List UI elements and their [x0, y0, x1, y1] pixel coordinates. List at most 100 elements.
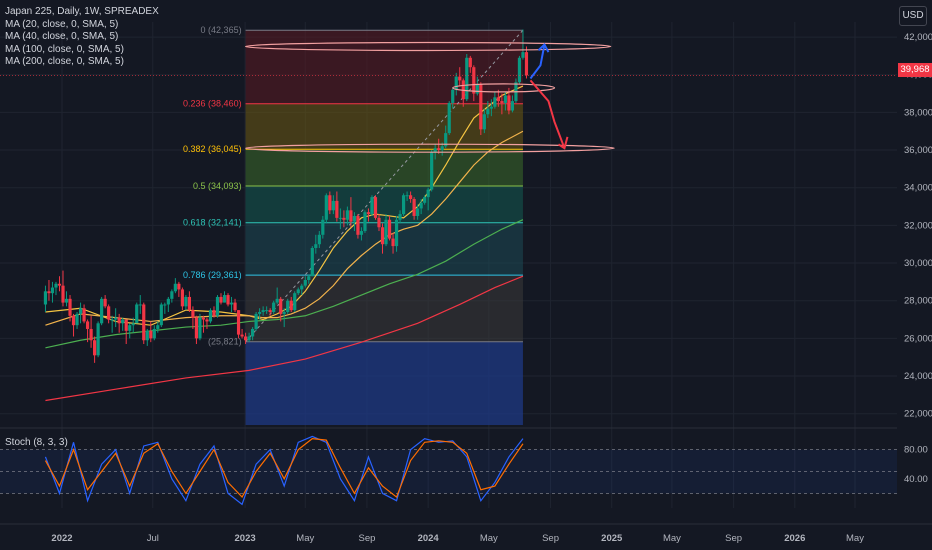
candle-body — [321, 219, 325, 235]
y-axis-label: 28,000 — [904, 296, 932, 307]
x-axis-label: May — [846, 533, 864, 544]
candle-body — [380, 227, 385, 245]
candle-body — [96, 323, 100, 356]
candle-body — [166, 298, 170, 305]
candle-body — [71, 315, 76, 326]
candle-body — [303, 279, 307, 286]
candle-body — [54, 283, 58, 288]
candle-body — [254, 313, 258, 329]
ma20-legend[interactable]: MA (20, close, 0, SMA, 5) — [5, 18, 119, 30]
candle-body — [510, 101, 515, 111]
ma200-legend[interactable]: MA (200, close, 0, SMA, 5) — [5, 56, 124, 68]
candle-body — [482, 114, 486, 130]
candle-body — [82, 308, 86, 322]
candle-body — [275, 298, 279, 303]
candle-body — [57, 283, 62, 286]
stoch-band — [0, 449, 897, 494]
candle-body — [251, 328, 255, 337]
candle-body — [366, 212, 371, 215]
y-axis-label: 36,000 — [904, 145, 932, 156]
candle-body — [503, 95, 507, 103]
candle-body — [229, 302, 234, 305]
arrow-down-head — [557, 136, 569, 150]
candle-body — [331, 200, 335, 211]
candle-body — [465, 57, 469, 100]
candle-body — [180, 289, 184, 307]
candle-body — [412, 199, 416, 216]
candle-body — [493, 97, 497, 107]
fib-level-label: 0.786 (29,361) — [183, 270, 242, 280]
y-axis-label: 32,000 — [904, 220, 932, 231]
candle-body — [152, 328, 156, 339]
x-axis-label: Sep — [725, 533, 742, 544]
candle-body — [517, 57, 522, 83]
chart-legend: Japan 225, Daily, 1W, SPREADEX MA (20, c… — [5, 6, 159, 69]
candle-body — [233, 302, 237, 311]
candle-body — [391, 238, 395, 247]
candle-body — [437, 148, 441, 151]
y-axis-label: 24,000 — [904, 371, 932, 382]
candle-body — [387, 219, 392, 239]
x-axis-label: 2025 — [601, 533, 623, 544]
candle-body — [324, 195, 328, 220]
candle-body — [78, 308, 83, 314]
x-axis-label: 2022 — [51, 533, 72, 544]
candle-body — [496, 97, 500, 102]
stoch-legend[interactable]: Stoch (8, 3, 3) — [5, 437, 68, 448]
candle-body — [110, 319, 114, 321]
candle-body — [208, 310, 213, 322]
stoch-axis-label: 80.00 — [904, 445, 928, 456]
candle-body — [124, 319, 128, 331]
candle-body — [444, 133, 448, 147]
x-axis-label: May — [296, 533, 314, 544]
fib-band — [245, 103, 523, 150]
arrow-up — [529, 44, 546, 80]
ma40-legend[interactable]: MA (40, close, 0, SMA, 5) — [5, 31, 119, 43]
candle-body — [335, 200, 339, 218]
fib-level-label: 0.618 (32,141) — [183, 218, 242, 228]
candle-body — [328, 195, 332, 211]
candle-body — [61, 285, 65, 303]
candle-body — [261, 310, 265, 313]
candle-body — [416, 208, 420, 216]
fib-level-label: 0 (42,365) — [201, 25, 242, 35]
symbol-title[interactable]: Japan 225, Daily, 1W, SPREADEX — [5, 6, 159, 17]
candle-body — [359, 231, 364, 235]
candle-body — [173, 283, 177, 292]
candle-body — [114, 317, 118, 320]
candle-body — [226, 295, 230, 305]
candle-body — [205, 319, 209, 322]
fib-band — [245, 222, 523, 276]
candle-body — [352, 215, 357, 222]
x-axis-label: Sep — [359, 533, 376, 544]
candle-body — [440, 146, 444, 151]
candle-body — [142, 304, 146, 341]
candle-body — [170, 291, 174, 299]
candle-body — [85, 321, 90, 329]
arrow-up-head — [537, 42, 550, 53]
candle-body — [338, 217, 342, 219]
last-price-tag: 39,968 — [898, 63, 932, 77]
candle-body — [310, 247, 314, 277]
candle-body — [342, 217, 346, 220]
candle-body — [103, 298, 107, 307]
candle-body — [282, 312, 286, 314]
candle-body — [268, 310, 272, 313]
candle-body — [50, 287, 55, 294]
ma100-legend[interactable]: MA (100, close, 0, SMA, 5) — [5, 43, 124, 55]
candle-body — [451, 89, 455, 103]
candle-body — [236, 310, 241, 335]
currency-button[interactable]: USD — [899, 6, 927, 26]
ma-line-2 — [45, 219, 524, 349]
candle-body — [377, 217, 381, 228]
y-axis-label: 42,000 — [904, 32, 932, 43]
stoch-d-line — [44, 438, 524, 499]
candle-body — [370, 197, 374, 215]
candle-body — [107, 306, 111, 320]
candle-body — [131, 323, 135, 326]
candle-body — [265, 310, 269, 312]
candle-body — [135, 304, 139, 324]
candle-body — [156, 325, 160, 329]
candle-body — [243, 336, 248, 341]
